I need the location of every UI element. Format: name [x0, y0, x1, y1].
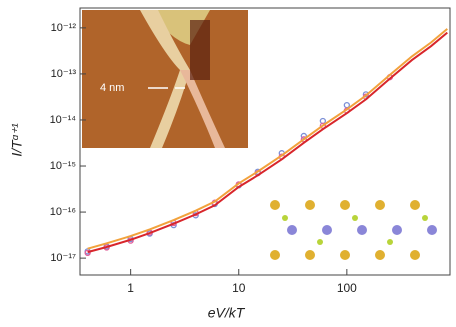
y-tick-label: 10⁻¹³	[51, 68, 77, 80]
y-tick-label: 10⁻¹⁴	[50, 114, 77, 126]
molecule-inset	[262, 196, 445, 262]
data-point	[84, 249, 91, 257]
plot-data	[84, 28, 448, 257]
y-tick-label: 10⁻¹⁶	[50, 206, 76, 218]
plot-frame	[79, 7, 451, 276]
y-axis-label: I/Tᵅ⁺¹	[9, 123, 25, 157]
afm-inset: 4 nm	[82, 10, 248, 148]
x-tick-label: 10	[232, 281, 246, 295]
y-tick-label: 10⁻¹²	[51, 22, 77, 34]
y-tick-label: 10⁻¹⁷	[50, 252, 76, 264]
x-tick-label: 100	[337, 281, 357, 295]
fit-line	[87, 28, 448, 250]
x-axis-label: eV/kT	[208, 305, 246, 321]
x-tick-label: 1	[127, 281, 134, 295]
y-tick-label: 10⁻¹⁵	[50, 160, 76, 172]
annotation: 4 nm	[100, 82, 124, 94]
fit-line	[87, 31, 448, 254]
